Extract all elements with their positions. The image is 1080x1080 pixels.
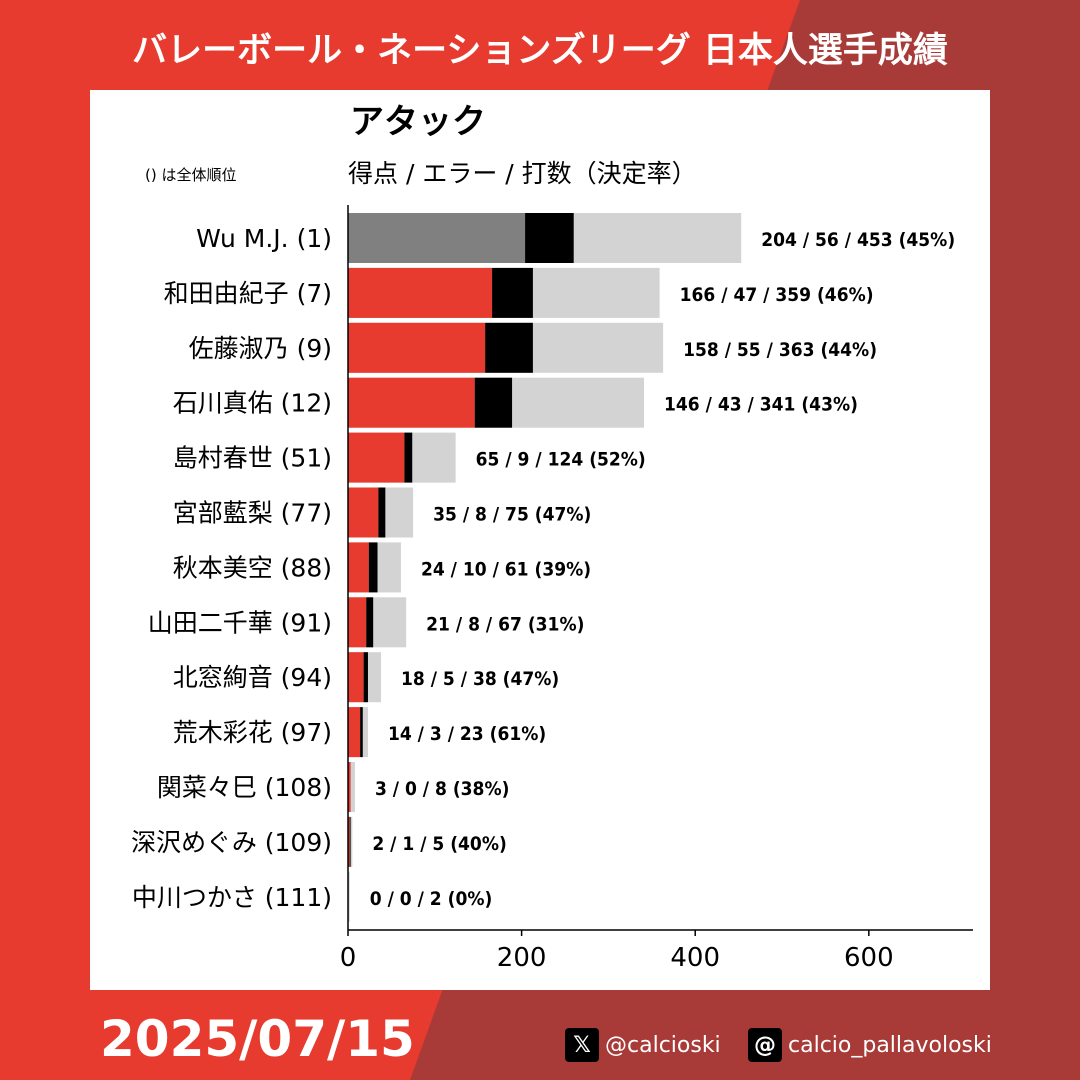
x-account[interactable]: 𝕏 @calcioski <box>565 1025 721 1065</box>
x-tick-label: 0 <box>340 943 357 973</box>
bar-points <box>348 487 379 538</box>
value-label: 158 / 55 / 363 (44%) <box>683 339 877 361</box>
x-logo-icon: 𝕏 <box>565 1028 599 1062</box>
category-label: 島村春世 (51) <box>173 444 332 473</box>
value-label: 0 / 0 / 2 (0%) <box>370 888 493 910</box>
bar-points <box>348 432 405 483</box>
threads-logo-icon: @ <box>748 1028 782 1062</box>
bar-points <box>348 652 364 703</box>
bar-errors <box>360 707 363 758</box>
date-label: 2025/07/15 <box>100 1010 415 1068</box>
bar-points <box>348 542 369 593</box>
bar-points <box>348 707 361 758</box>
bar-errors <box>404 432 413 483</box>
category-label: 関菜々巳 (108) <box>157 773 332 802</box>
bar-points <box>348 816 350 867</box>
category-label: 深沢めぐみ (109) <box>131 828 332 857</box>
bar-errors <box>349 816 351 867</box>
x-tick-label: 200 <box>497 943 547 973</box>
bar-errors <box>485 322 533 373</box>
category-label: 中川つかさ (111) <box>132 883 332 912</box>
x-tick-label: 400 <box>670 943 720 973</box>
chart-title: アタック <box>350 102 486 142</box>
bar-errors <box>378 487 386 538</box>
page-title: バレーボール・ネーションズリーグ 日本人選手成績 <box>132 31 948 71</box>
category-label: 北窓絢音 (94) <box>173 663 332 692</box>
chart-note: () は全体順位 <box>145 166 236 184</box>
bar-points <box>348 762 351 812</box>
threads-handle: calcio_pallavoloski <box>788 1032 992 1058</box>
bar-points <box>348 377 475 428</box>
value-label: 204 / 56 / 453 (45%) <box>761 229 955 251</box>
threads-account[interactable]: @ calcio_pallavoloski <box>748 1025 992 1065</box>
value-label: 14 / 3 / 23 (61%) <box>388 723 546 745</box>
bar-points <box>348 322 486 373</box>
category-label: 石川真佑 (12) <box>173 389 332 418</box>
value-label: 3 / 0 / 8 (38%) <box>375 778 509 800</box>
value-label: 146 / 43 / 341 (43%) <box>664 394 858 416</box>
category-label: 佐藤淑乃 (9) <box>189 334 332 363</box>
x-handle: @calcioski <box>605 1032 721 1058</box>
chart-panel: アタック得点 / エラー / 打数（決定率） () は全体順位 Wu M.J. (1… <box>90 90 990 990</box>
category-label: 山田二千華 (91) <box>148 608 332 637</box>
category-label: 宮部藍梨 (77) <box>173 499 332 528</box>
value-label: 2 / 1 / 5 (40%) <box>372 833 506 855</box>
value-label: 24 / 10 / 61 (39%) <box>421 558 591 580</box>
bar-errors <box>492 267 533 318</box>
category-label: 荒木彩花 (97) <box>173 718 332 747</box>
bar-points <box>348 267 493 318</box>
value-label: 18 / 5 / 38 (47%) <box>401 668 559 690</box>
bar-points <box>348 597 367 648</box>
value-label: 166 / 47 / 359 (46%) <box>680 284 874 306</box>
category-label: Wu M.J. (1) <box>196 224 332 253</box>
bar-attempts <box>348 762 355 812</box>
bar-errors <box>525 213 574 263</box>
x-tick-label: 600 <box>844 943 894 973</box>
value-label: 21 / 8 / 67 (31%) <box>426 613 584 635</box>
bar-errors <box>363 652 368 703</box>
bar-errors <box>474 377 513 428</box>
category-label: 秋本美空 (88) <box>173 553 332 582</box>
value-label: 65 / 9 / 124 (52%) <box>476 449 646 471</box>
bar-errors <box>366 597 374 648</box>
bar-errors <box>368 542 378 593</box>
chart-subtitle: 得点 / エラー / 打数（決定率） <box>348 159 697 188</box>
bar-points <box>348 213 526 263</box>
category-label: 和田由紀子 (7) <box>164 279 332 308</box>
value-label: 35 / 8 / 75 (47%) <box>433 504 591 526</box>
bar-attempts <box>348 871 350 922</box>
